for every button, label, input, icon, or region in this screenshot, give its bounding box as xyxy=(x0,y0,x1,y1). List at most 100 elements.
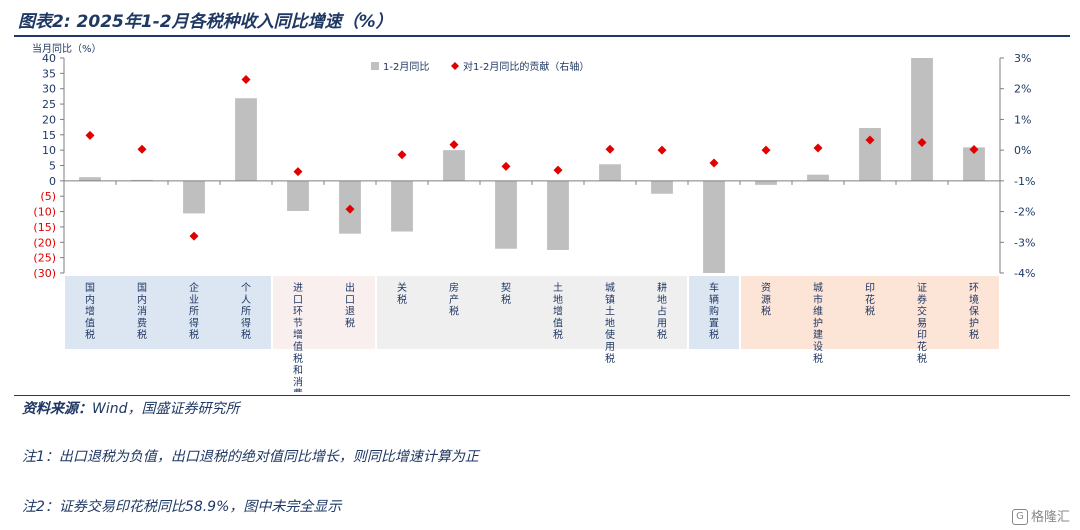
source-label: 资料来源： xyxy=(22,401,92,417)
right-tick-label: -3% xyxy=(1014,236,1035,249)
category-label: 车辆购置税 xyxy=(709,281,719,341)
contribution-point xyxy=(709,158,719,168)
category-group-band-1 xyxy=(273,276,375,349)
right-tick-label: 1% xyxy=(1014,113,1031,126)
note-2: 注2：证券交易印花税同比58.9%，图中未完全显示 xyxy=(22,496,341,516)
category-label: 出口退税 xyxy=(345,281,355,329)
left-tick-label: 15 xyxy=(42,129,56,142)
left-axis-title: 当月同比（%） xyxy=(32,42,102,55)
bar xyxy=(79,177,101,181)
left-tick-label: (25) xyxy=(33,252,56,265)
left-tick-label: 30 xyxy=(42,83,56,96)
category-label: 国内增值税 xyxy=(85,282,95,341)
contribution-point xyxy=(813,143,823,153)
left-tick-label: (10) xyxy=(33,206,56,219)
legend-label-point: 对1-2月同比的贡献（右轴） xyxy=(463,60,589,73)
category-group-band-2 xyxy=(377,276,687,349)
left-tick-label: 0 xyxy=(49,175,56,188)
category-label: 城镇土地使用税 xyxy=(605,282,615,365)
legend-swatch-bar xyxy=(371,62,379,70)
source-note: 资料来源：Wind，国盛证券研究所 xyxy=(22,398,240,418)
contribution-point xyxy=(449,140,459,150)
left-tick-label: 10 xyxy=(42,144,56,157)
category-label: 资源税 xyxy=(761,282,771,318)
left-tick-label: (30) xyxy=(33,267,56,280)
contribution-point xyxy=(501,161,511,171)
category-group-band-4 xyxy=(741,276,999,349)
category-label: 房产税 xyxy=(449,281,459,318)
watermark-text: 格隆汇 xyxy=(1030,509,1070,525)
bar xyxy=(495,180,517,249)
watermark-logo-icon: G xyxy=(1011,509,1028,525)
bar xyxy=(755,180,777,185)
left-tick-label: 25 xyxy=(42,98,56,111)
legend-swatch-point xyxy=(451,62,459,70)
category-label: 个人所得税 xyxy=(241,282,251,341)
source-text: Wind，国盛证券研究所 xyxy=(92,401,240,417)
left-tick-label: (5) xyxy=(40,190,56,203)
left-tick-label: 35 xyxy=(42,67,56,80)
bar xyxy=(287,180,309,211)
category-label: 城市维护建设税 xyxy=(813,282,823,365)
bar xyxy=(963,147,985,181)
bar xyxy=(235,98,257,181)
contribution-point xyxy=(969,145,979,155)
bar xyxy=(807,174,829,181)
bar xyxy=(443,150,465,181)
contribution-point xyxy=(241,75,251,84)
category-group-band-0 xyxy=(65,276,271,349)
contribution-point xyxy=(397,150,407,160)
left-tick-label: 5 xyxy=(49,160,56,173)
bar xyxy=(599,164,621,181)
bar xyxy=(911,58,933,181)
bar xyxy=(651,180,673,194)
note-1-text: 出口退税为负值，出口退税的绝对值同比增长，则同比增速计算为正 xyxy=(58,449,479,465)
watermark: G 格隆汇 xyxy=(1011,506,1070,525)
bar xyxy=(183,180,205,214)
title-underline xyxy=(14,35,1070,37)
category-label: 印花税 xyxy=(865,282,875,318)
figure-title: 图表2: 2025年1-2月各税种收入同比增速（%） xyxy=(18,12,393,32)
category-label: 耕地占用税 xyxy=(657,281,667,341)
left-tick-label: (20) xyxy=(33,236,56,249)
contribution-point xyxy=(657,145,667,155)
bar xyxy=(391,180,413,232)
category-label: 企业所得税 xyxy=(189,281,199,341)
right-tick-label: -4% xyxy=(1014,267,1035,280)
category-label: 证券交易印花税 xyxy=(917,282,927,365)
contribution-point xyxy=(85,130,95,140)
contribution-point xyxy=(865,135,875,145)
note-2-label: 注2： xyxy=(22,499,59,515)
contribution-point xyxy=(605,144,615,154)
category-label: 土地增值税 xyxy=(553,281,563,341)
category-label: 契税 xyxy=(501,281,511,306)
source-rule xyxy=(14,395,1070,396)
bar xyxy=(703,180,725,273)
right-tick-label: -1% xyxy=(1014,175,1035,188)
bar-chart: 40 35 30 25 20 15 10 5 0 (5) (10) (15) (20) (25) (30) 3… xyxy=(32,42,1035,392)
right-tick-label: 0% xyxy=(1014,144,1031,157)
note-1-label: 注1： xyxy=(22,449,59,465)
left-tick-label: 20 xyxy=(42,113,56,126)
contribution-point xyxy=(137,144,147,154)
contribution-point xyxy=(761,145,771,155)
category-label: 关税 xyxy=(397,281,407,306)
contribution-point xyxy=(293,167,303,177)
left-tick-label: (15) xyxy=(33,221,56,234)
category-label: 国内消费税 xyxy=(137,282,147,341)
contribution-point xyxy=(917,137,927,147)
right-tick-label: -2% xyxy=(1014,206,1035,219)
right-tick-label: 3% xyxy=(1014,52,1031,65)
category-label: 进口环节增值税和消费税 xyxy=(293,282,303,392)
right-tick-label: 2% xyxy=(1014,83,1031,96)
legend-label-bar: 1-2月同比 xyxy=(383,61,429,73)
contribution-point xyxy=(345,204,355,214)
note-2-text: 证券交易印花税同比58.9%，图中未完全显示 xyxy=(58,499,342,515)
bar xyxy=(859,128,881,181)
category-group-band-3 xyxy=(689,276,739,349)
category-label: 环境保护税 xyxy=(969,283,979,341)
bar xyxy=(547,180,569,250)
note-1: 注1：出口退税为负值，出口退税的绝对值同比增长，则同比增速计算为正 xyxy=(22,446,479,466)
left-tick-label: 40 xyxy=(42,52,56,65)
contribution-point xyxy=(189,231,199,241)
